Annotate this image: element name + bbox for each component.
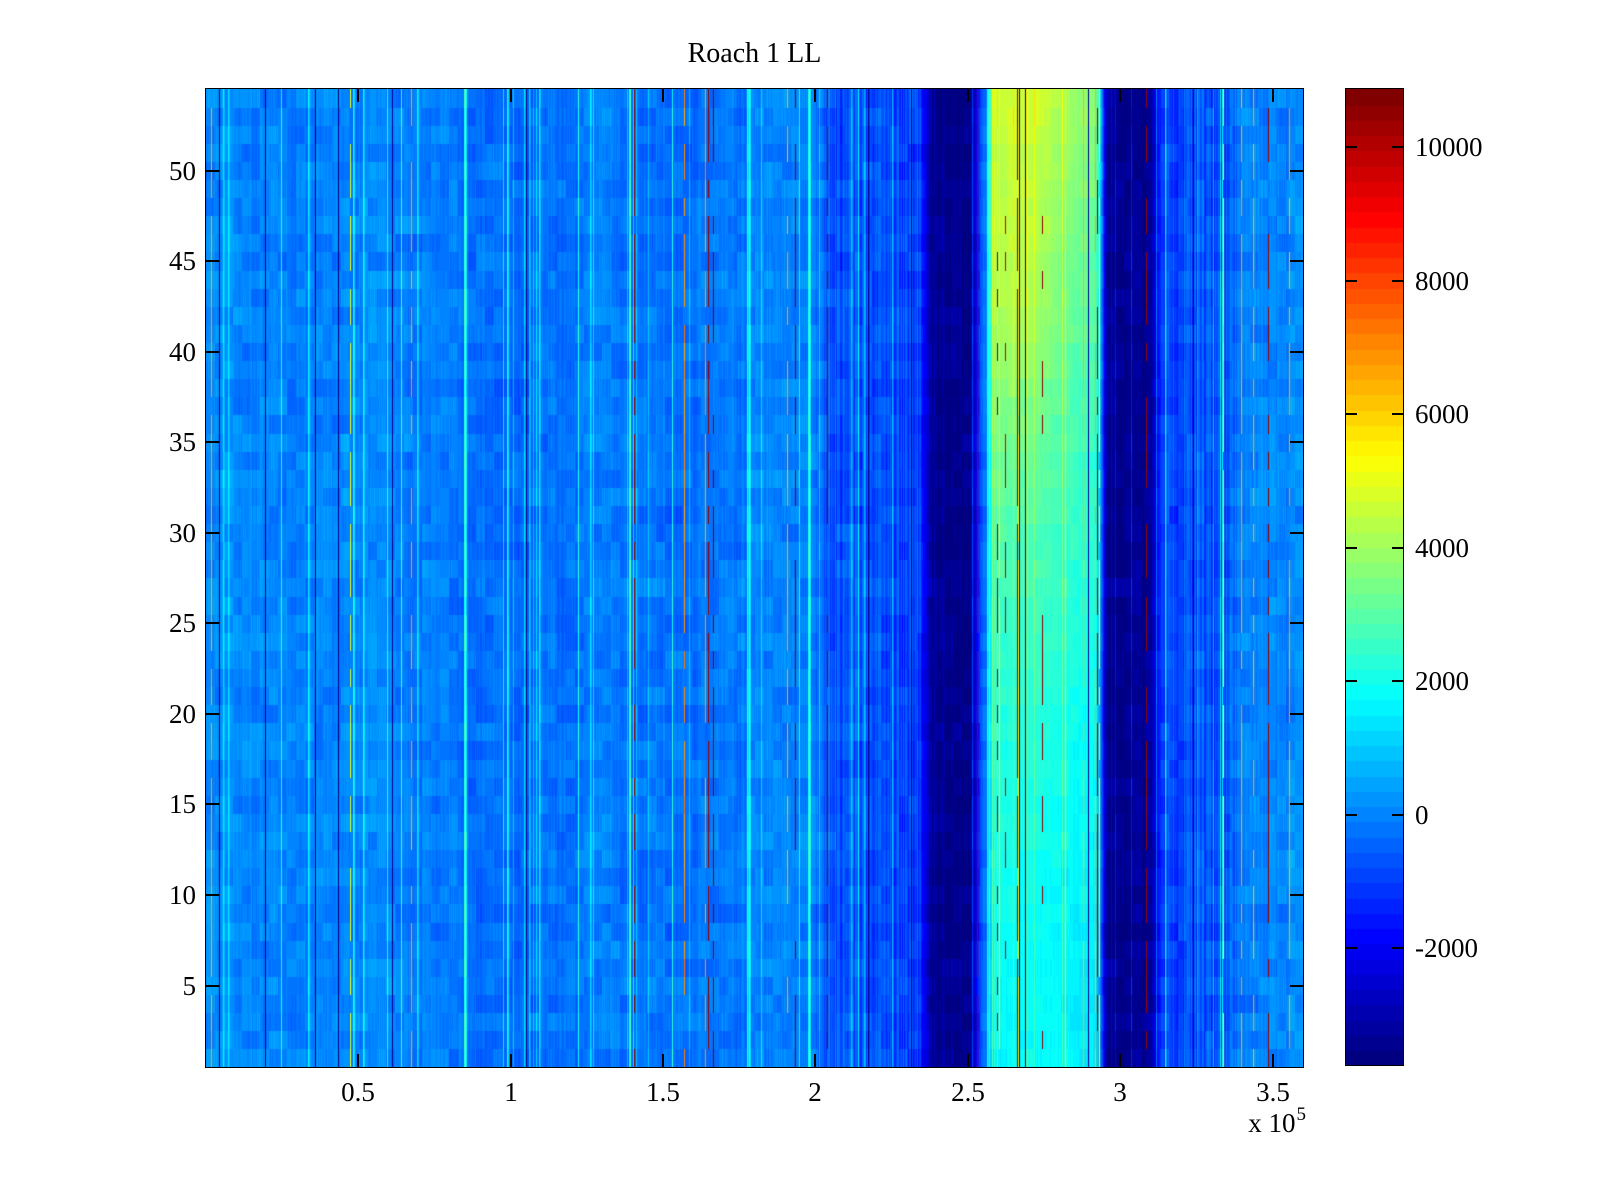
colorbar-tick <box>1346 280 1357 282</box>
y-axis-tick <box>206 622 219 624</box>
y-axis-tick <box>206 894 219 896</box>
colorbar-tick-label: 0 <box>1415 800 1429 830</box>
x-axis-tick <box>357 1054 359 1067</box>
colorbar-tick-label: 8000 <box>1415 266 1469 296</box>
y-tick-label: 15 <box>169 789 196 819</box>
x-tick-label: 1.5 <box>646 1077 680 1107</box>
colorbar-tick-label: 2000 <box>1415 666 1469 696</box>
y-tick-label: 25 <box>169 608 196 638</box>
y-axis-tick <box>206 441 219 443</box>
y-axis-tick-right <box>1290 713 1303 715</box>
y-axis-tick <box>206 713 219 715</box>
x-axis-tick <box>1272 1054 1274 1067</box>
colorbar-tick-right <box>1392 413 1403 415</box>
colorbar-tick <box>1346 413 1357 415</box>
x-tick-label: 2.5 <box>951 1077 985 1107</box>
colorbar-tick-label: 4000 <box>1415 533 1469 563</box>
colorbar-tick-right <box>1392 146 1403 148</box>
colorbar-tick-label: 6000 <box>1415 399 1469 429</box>
y-tick-label: 45 <box>169 246 196 276</box>
colorbar-tick-label: 10000 <box>1415 132 1483 162</box>
x-axis-tick-top <box>967 89 969 102</box>
y-tick-label: 35 <box>169 427 196 457</box>
y-axis-tick-right <box>1290 441 1303 443</box>
y-axis-tick <box>206 532 219 534</box>
colorbar-tick-right <box>1392 680 1403 682</box>
colorbar-tick <box>1346 547 1357 549</box>
x-tick-label: 1 <box>504 1077 518 1107</box>
y-axis-tick-right <box>1290 803 1303 805</box>
y-tick-label: 10 <box>169 880 196 910</box>
x-axis-tick <box>510 1054 512 1067</box>
x-axis-tick-top <box>814 89 816 102</box>
colorbar-tick-right <box>1392 947 1403 949</box>
y-tick-label: 30 <box>169 518 196 548</box>
y-tick-label: 5 <box>182 971 197 1001</box>
y-axis-tick <box>206 985 219 987</box>
y-axis-tick <box>206 351 219 353</box>
x-axis-tick-top <box>357 89 359 102</box>
y-tick-label: 40 <box>169 337 196 367</box>
x-tick-label: 3 <box>1113 1077 1127 1107</box>
y-axis-tick-right <box>1290 260 1303 262</box>
y-axis-tick-right <box>1290 894 1303 896</box>
x-axis-tick <box>967 1054 969 1067</box>
y-axis-tick-right <box>1290 622 1303 624</box>
y-axis-tick-right <box>1290 985 1303 987</box>
plot-title: Roach 1 LL <box>687 38 822 69</box>
y-axis-tick <box>206 260 219 262</box>
y-axis-tick-right <box>1290 532 1303 534</box>
x-axis-tick <box>662 1054 664 1067</box>
x-axis-tick-top <box>510 89 512 102</box>
x-axis-tick-top <box>1119 89 1121 102</box>
x-axis-tick-top <box>1272 89 1274 102</box>
y-axis-tick-right <box>1290 351 1303 353</box>
x-tick-label: 3.5 <box>1256 1077 1290 1107</box>
colorbar-tick-label: -2000 <box>1415 933 1478 963</box>
y-tick-label: 50 <box>169 156 196 186</box>
y-axis-tick <box>206 803 219 805</box>
colorbar-tick-right <box>1392 547 1403 549</box>
x-axis-tick <box>1119 1054 1121 1067</box>
x-axis-exponent-power: 5 <box>1296 1104 1307 1125</box>
heatmap-axes-box <box>205 88 1304 1068</box>
y-axis-tick-right <box>1290 170 1303 172</box>
colorbar-tick <box>1346 947 1357 949</box>
x-tick-label: 2 <box>808 1077 822 1107</box>
colorbar-tick <box>1346 146 1357 148</box>
colorbar-tick-right <box>1392 814 1403 816</box>
x-axis-tick <box>814 1054 816 1067</box>
colorbar-image <box>1346 89 1403 1065</box>
colorbar-box <box>1345 88 1404 1066</box>
y-tick-label: 20 <box>169 699 196 729</box>
colorbar-tick <box>1346 680 1357 682</box>
colorbar-tick-right <box>1392 280 1403 282</box>
x-axis-exponent-label: x 105 <box>206 1104 1307 1139</box>
colorbar-tick <box>1346 814 1357 816</box>
heatmap-image <box>206 89 1303 1067</box>
y-axis-tick <box>206 170 219 172</box>
x-axis-exponent-prefix: x 10 <box>1248 1108 1296 1138</box>
x-tick-label: 0.5 <box>341 1077 375 1107</box>
x-axis-tick-top <box>662 89 664 102</box>
